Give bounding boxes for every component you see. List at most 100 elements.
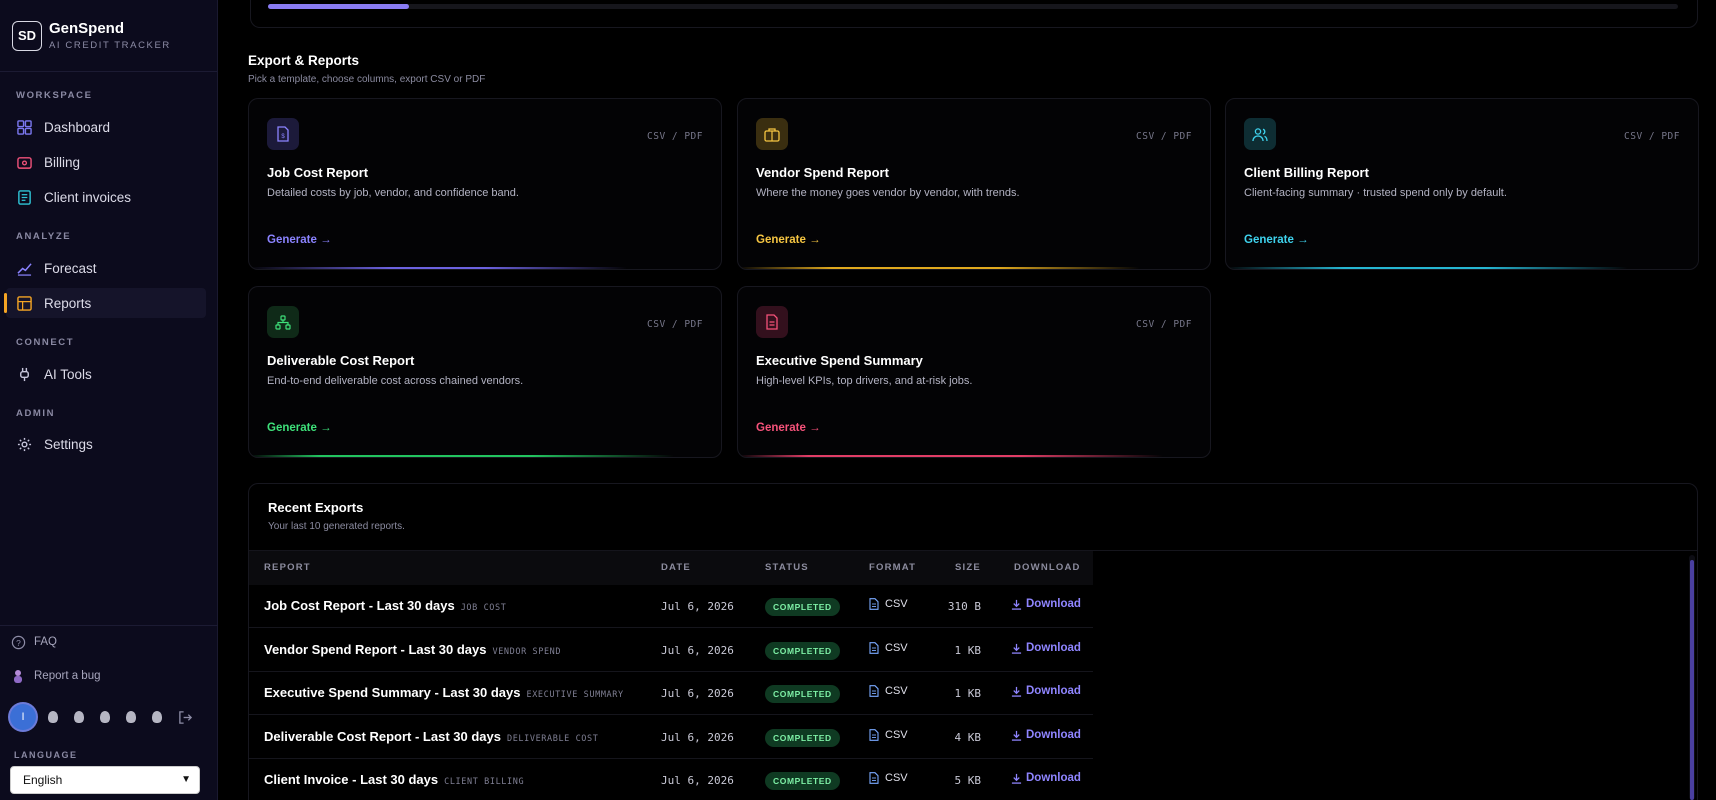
date-cell: Jul 6, 2026 xyxy=(661,774,734,787)
sidebar-item-billing[interactable]: Billing xyxy=(6,147,206,177)
gear-icon xyxy=(16,436,32,452)
card-description: Where the money goes vendor by vendor, w… xyxy=(756,187,1020,199)
brand-name: GenSpend xyxy=(49,20,125,37)
avatar[interactable]: I xyxy=(10,704,36,730)
recent-exports-subtitle: Your last 10 generated reports. xyxy=(268,521,405,532)
sidebar-item-settings[interactable]: Settings xyxy=(6,429,206,459)
language-value: English xyxy=(23,773,63,787)
download-link[interactable]: Download xyxy=(1011,729,1081,741)
report-card-client-billing: CSV / PDF Client Billing Report Client-f… xyxy=(1225,98,1699,270)
download-link[interactable]: Download xyxy=(1011,642,1081,654)
card-accent-line xyxy=(249,455,721,457)
size-cell: 4 KB xyxy=(954,731,982,744)
grid-icon xyxy=(16,119,32,135)
help-icon: ? xyxy=(10,634,26,650)
status-cell: COMPLETED xyxy=(765,729,840,747)
generate-button[interactable]: Generate → xyxy=(756,234,821,246)
format-value: CSV xyxy=(885,642,908,654)
file-icon xyxy=(869,772,879,784)
status-cell: COMPLETED xyxy=(765,598,840,616)
column-header-date: DATE xyxy=(661,562,691,573)
report-tag: DELIVERABLE COST xyxy=(506,734,599,744)
format-cell: CSV xyxy=(869,598,908,610)
download-icon xyxy=(1011,773,1022,784)
size-cell: 310 B xyxy=(947,600,981,613)
sidebar-item-reports[interactable]: Reports xyxy=(4,288,206,318)
status-badge: COMPLETED xyxy=(765,772,840,790)
table-row: Job Cost Report - Last 30 days JOB COST J… xyxy=(249,585,1093,628)
section-subtitle: Pick a template, choose columns, export … xyxy=(248,74,486,85)
download-link[interactable]: Download xyxy=(1011,598,1081,610)
generate-button[interactable]: Generate → xyxy=(756,422,821,434)
date-cell: Jul 6, 2026 xyxy=(661,687,734,700)
card-description: Detailed costs by job, vendor, and confi… xyxy=(267,187,519,199)
progress-fill xyxy=(268,4,409,9)
faq-link[interactable]: ? FAQ xyxy=(10,634,57,650)
status-badge: COMPLETED xyxy=(765,685,840,703)
status-cell: COMPLETED xyxy=(765,642,840,660)
date-cell: Jul 6, 2026 xyxy=(661,600,734,613)
arrow-right-icon: → xyxy=(809,422,821,434)
scrollbar-thumb[interactable] xyxy=(1690,560,1694,800)
size-cell: 5 KB xyxy=(954,774,982,787)
report-tag: VENDOR SPEND xyxy=(492,647,562,657)
arrow-right-icon: → xyxy=(320,422,332,434)
table-row: Vendor Spend Report - Last 30 days VENDOR… xyxy=(249,629,1093,672)
file-icon: $ xyxy=(267,118,299,150)
recent-exports-title: Recent Exports xyxy=(268,500,364,515)
report-cell: Deliverable Cost Report - Last 30 days DE… xyxy=(264,729,598,744)
section-title: Export & Reports xyxy=(248,53,360,68)
date-cell: Jul 6, 2026 xyxy=(661,644,734,657)
format-label: CSV / PDF xyxy=(1624,131,1680,142)
mini-avatar[interactable] xyxy=(74,711,84,723)
generate-button[interactable]: Generate → xyxy=(1244,234,1309,246)
report-bug-link[interactable]: Report a bug xyxy=(10,668,101,684)
logout-icon[interactable] xyxy=(178,710,193,725)
report-name: Deliverable Cost Report - Last 30 days xyxy=(264,729,501,744)
brand[interactable]: SD GenSpend AI CREDIT TRACKER xyxy=(0,0,217,72)
date-cell: Jul 6, 2026 xyxy=(661,731,734,744)
sidebar-item-client-invoices[interactable]: Client invoices xyxy=(6,182,206,212)
format-label: CSV / PDF xyxy=(647,131,703,142)
language-select[interactable]: English ▼ xyxy=(10,766,200,794)
download-link[interactable]: Download xyxy=(1011,685,1081,697)
sidebar-item-forecast[interactable]: Forecast xyxy=(6,253,206,283)
briefcase-icon xyxy=(756,118,788,150)
brand-tagline: AI CREDIT TRACKER xyxy=(49,40,171,51)
report-name: Job Cost Report - Last 30 days xyxy=(264,598,455,613)
sidebar-item-dashboard[interactable]: Dashboard xyxy=(6,112,206,142)
card-accent-line xyxy=(738,455,1210,457)
file-icon xyxy=(869,729,879,741)
download-icon xyxy=(1011,686,1022,697)
table-row: Executive Spend Summary - Last 30 days EX… xyxy=(249,672,1093,715)
progress-track xyxy=(268,4,1678,9)
card-description: Client-facing summary · trusted spend on… xyxy=(1244,187,1507,199)
download-link[interactable]: Download xyxy=(1011,772,1081,784)
mini-avatar[interactable] xyxy=(100,711,110,723)
card-title: Vendor Spend Report xyxy=(756,165,889,180)
mini-avatar[interactable] xyxy=(48,711,58,723)
report-tag: CLIENT BILLING xyxy=(444,777,525,787)
file-icon xyxy=(869,598,879,610)
generate-label: Generate xyxy=(756,422,806,434)
format-cell: CSV xyxy=(869,642,908,654)
mini-avatar[interactable] xyxy=(126,711,136,723)
section-label-analyze: ANALYZE xyxy=(16,231,72,242)
reports-icon xyxy=(16,295,32,311)
sidebar-item-label: AI Tools xyxy=(44,366,92,382)
card-description: End-to-end deliverable cost across chain… xyxy=(267,375,524,387)
mini-avatar[interactable] xyxy=(152,711,162,723)
sidebar-item-ai-tools[interactable]: AI Tools xyxy=(6,359,206,389)
table-header xyxy=(249,551,1093,585)
generate-button[interactable]: Generate → xyxy=(267,422,332,434)
generate-button[interactable]: Generate → xyxy=(267,234,332,246)
report-cell: Job Cost Report - Last 30 days JOB COST xyxy=(264,598,506,613)
format-label: CSV / PDF xyxy=(1136,319,1192,330)
download-label: Download xyxy=(1026,729,1081,741)
status-badge: COMPLETED xyxy=(765,729,840,747)
download-label: Download xyxy=(1026,772,1081,784)
format-value: CSV xyxy=(885,729,908,741)
generate-label: Generate xyxy=(1244,234,1294,246)
report-cell: Vendor Spend Report - Last 30 days VENDOR… xyxy=(264,642,561,657)
format-cell: CSV xyxy=(869,772,908,784)
